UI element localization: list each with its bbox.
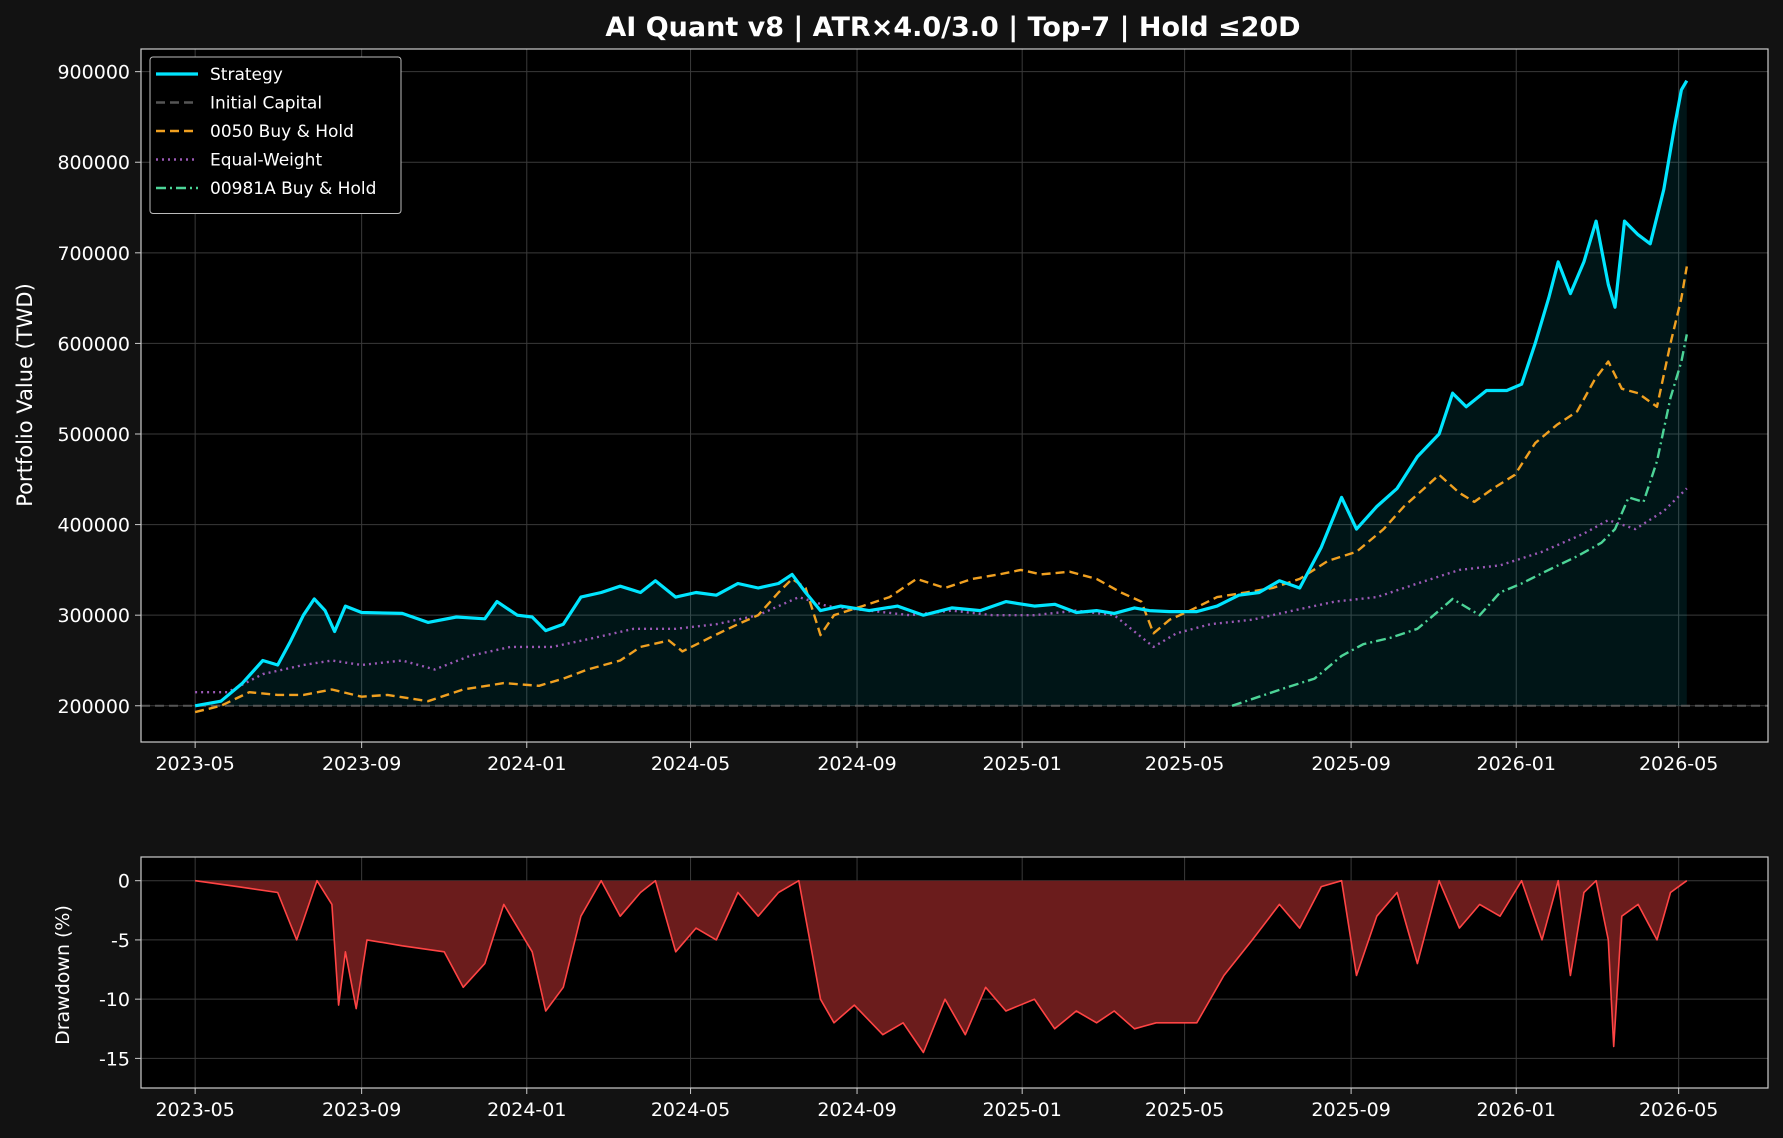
legend-label: Equal-Weight — [210, 151, 322, 171]
main-x-tick-label: 2024-01 — [487, 753, 566, 775]
main-y-tick-label: 900000 — [57, 62, 130, 84]
legend-label: 0050 Buy & Hold — [210, 122, 354, 142]
legend: Strategy Initial Capital 0050 Buy & Hold Eq… — [149, 56, 402, 214]
main-y-axis-label: Portfolio Value (TWD) — [13, 283, 37, 507]
drawdown-y-tick-label: -15 — [99, 1048, 130, 1070]
drawdown-y-ticks: 0 -5 -10 -15 — [99, 871, 141, 1070]
drawdown-x-tick-label: 2023-09 — [322, 1099, 401, 1121]
drawdown-y-tick-label: 0 — [118, 871, 130, 893]
main-x-tick-label: 2024-05 — [651, 753, 730, 775]
series-line-00981a-buy-hold — [1231, 334, 1688, 707]
main-y-tick-label: 500000 — [57, 424, 130, 446]
drawdown-series — [194, 879, 1688, 1054]
main-x-tick-label: 2025-09 — [1311, 753, 1390, 775]
main-y-ticks: 200000 300000 400000 500000 600000 700000 8000… — [57, 62, 141, 718]
drawdown-chart: 2023-05 2023-09 2024-01 2024-05 2024-09 2025-… — [52, 856, 1769, 1121]
drawdown-x-ticks: 2023-05 2023-09 2024-01 2024-05 2024-09 2025-… — [155, 1088, 1718, 1121]
legend-label: 00981A Buy & Hold — [210, 179, 376, 199]
main-plot-frame — [140, 48, 1769, 743]
series-line-strategy — [194, 79, 1689, 708]
main-y-tick-label: 700000 — [57, 243, 130, 265]
main-x-tick-label: 2025-01 — [982, 753, 1061, 775]
main-x-tick-label: 2023-05 — [155, 753, 234, 775]
legend-label: Strategy — [210, 65, 283, 85]
drawdown-x-tick-label: 2025-01 — [982, 1099, 1061, 1121]
drawdown-x-tick-label: 2026-05 — [1639, 1099, 1718, 1121]
drawdown-plot-frame — [140, 856, 1769, 1089]
main-y-tick-label: 800000 — [57, 152, 130, 174]
main-x-tick-label: 2026-05 — [1639, 753, 1718, 775]
chart-title: AI Quant v8 | ATR×4.0/3.0 | Top-7 | Hold… — [605, 12, 1300, 43]
main-y-tick-label: 300000 — [57, 605, 130, 627]
main-y-tick-label: 200000 — [57, 696, 130, 718]
drawdown-fill-area — [195, 880, 1687, 1053]
drawdown-y-tick-label: -5 — [111, 930, 130, 952]
drawdown-x-tick-label: 2026-01 — [1477, 1099, 1556, 1121]
drawdown-x-tick-label: 2024-01 — [487, 1099, 566, 1121]
drawdown-x-tick-label: 2023-05 — [155, 1099, 234, 1121]
drawdown-y-tick-label: -10 — [99, 989, 130, 1011]
drawdown-x-tick-label: 2025-09 — [1311, 1099, 1390, 1121]
legend-label: Initial Capital — [210, 94, 322, 114]
main-series — [141, 79, 1768, 714]
drawdown-x-tick-label: 2025-05 — [1145, 1099, 1224, 1121]
main-y-tick-label: 600000 — [57, 333, 130, 355]
drawdown-x-tick-label: 2024-05 — [651, 1099, 730, 1121]
main-x-tick-label: 2025-05 — [1145, 753, 1224, 775]
series-line-equal-weight — [195, 487, 1688, 694]
main-x-tick-label: 2024-09 — [817, 753, 896, 775]
main-y-tick-label: 400000 — [57, 515, 130, 537]
strategy-fill-area — [195, 80, 1687, 706]
series-line-0050-buy-hold — [194, 266, 1688, 714]
drawdown-y-axis-label: Drawdown (%) — [52, 905, 74, 1045]
main-x-ticks: 2023-05 2023-09 2024-01 2024-05 2024-09 2025-… — [155, 742, 1718, 775]
main-x-tick-label: 2026-01 — [1477, 753, 1556, 775]
drawdown-line — [194, 879, 1688, 1054]
portfolio-value-chart: 2023-05 2023-09 2024-01 2024-05 2024-09 2025-… — [13, 48, 1769, 775]
legend-frame — [149, 56, 402, 214]
main-plot-area — [141, 49, 1768, 742]
drawdown-x-tick-label: 2024-09 — [817, 1099, 896, 1121]
main-x-tick-label: 2023-09 — [322, 753, 401, 775]
